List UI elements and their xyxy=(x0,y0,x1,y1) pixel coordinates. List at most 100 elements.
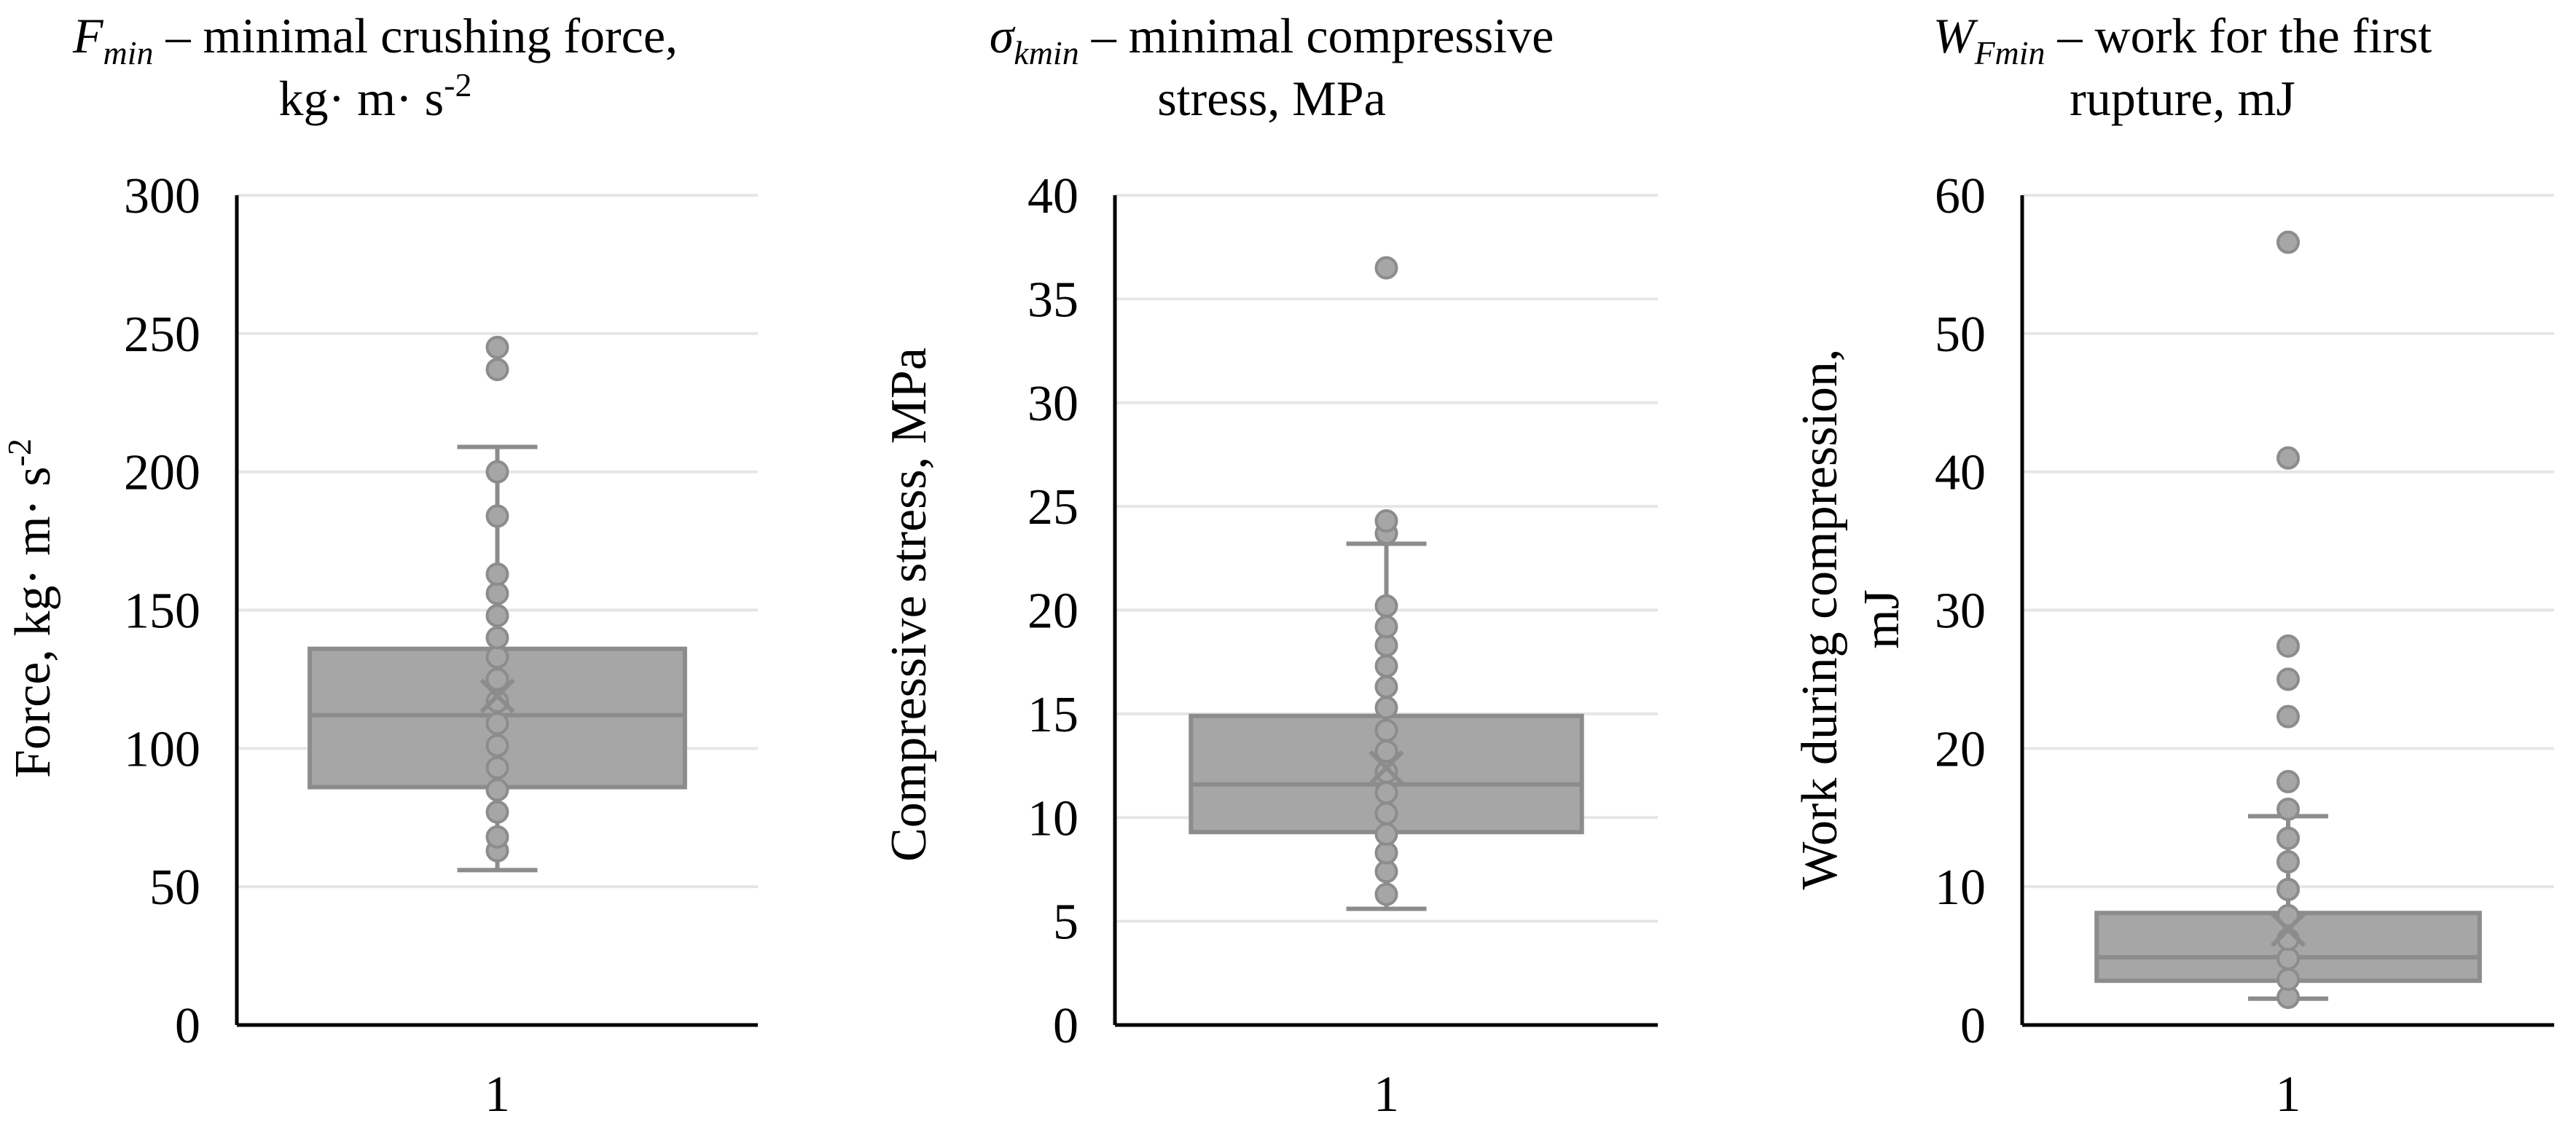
title-line2: stress, MPa xyxy=(1157,71,1386,126)
data-point xyxy=(485,581,509,605)
y-tick-label: 20 xyxy=(1935,721,1986,777)
data-point xyxy=(1374,696,1398,720)
y-axis-label-line2: mJ xyxy=(1854,589,1910,649)
y-tick-label: 5 xyxy=(1053,895,1078,951)
title-symbol: F xyxy=(72,8,104,63)
data-point xyxy=(485,562,509,586)
data-point xyxy=(1374,654,1398,678)
data-point xyxy=(2276,797,2300,821)
y-tick-label: 0 xyxy=(175,998,200,1054)
y-axis-label: Compressive stress, MPa xyxy=(881,347,937,862)
data-point xyxy=(1374,718,1398,742)
data-point xyxy=(485,825,509,849)
title-rest: – work for the first xyxy=(2045,8,2432,63)
data-point xyxy=(1374,781,1398,805)
panel-force: Fmin – minimal crushing force, kg· m· s-… xyxy=(1,8,758,1123)
y-tick-label: 10 xyxy=(1027,790,1078,847)
data-point xyxy=(1374,256,1398,280)
data-point xyxy=(1374,594,1398,618)
y-axis-label-superscript: -2 xyxy=(1,439,38,466)
title-line1: σkmin – minimal compressive xyxy=(990,8,1554,71)
y-tick-label: 200 xyxy=(124,445,200,501)
data-point xyxy=(485,689,509,713)
y-tick-label: 300 xyxy=(124,168,200,224)
data-point xyxy=(485,626,509,650)
title-line2: kg· m· s-2 xyxy=(279,66,472,126)
data-point xyxy=(2276,826,2300,850)
data-point xyxy=(2276,769,2300,793)
x-category-label: 1 xyxy=(2276,1067,2301,1123)
data-point xyxy=(485,800,509,824)
data-point xyxy=(485,604,509,628)
y-tick-label: 10 xyxy=(1935,860,1986,916)
title-line2-text: rupture, mJ xyxy=(2070,71,2295,126)
y-tick-label: 250 xyxy=(124,307,200,363)
data-point xyxy=(2276,230,2300,254)
data-point xyxy=(1374,509,1398,533)
data-point xyxy=(2276,967,2300,991)
data-point xyxy=(485,460,509,484)
panel-work: WFmin – work for the first rupture, mJ W… xyxy=(1792,8,2554,1123)
y-axis-label-text: Force, kg· m· s xyxy=(5,466,61,778)
data-point xyxy=(1374,801,1398,825)
title-subscript: Fmin xyxy=(1973,34,2045,71)
y-tick-label: 100 xyxy=(124,721,200,777)
data-point xyxy=(1374,675,1398,699)
title-rest: – minimal crushing force, xyxy=(154,8,678,63)
title-symbol: W xyxy=(1933,8,1978,63)
y-tick-labels: 0 10 20 30 40 50 60 xyxy=(1935,168,1986,1054)
box-marks xyxy=(308,335,687,873)
data-point xyxy=(2276,667,2300,691)
data-point xyxy=(485,504,509,528)
title-line2: rupture, mJ xyxy=(2070,71,2295,126)
x-category-label: 1 xyxy=(1374,1067,1399,1123)
data-point xyxy=(2276,904,2300,928)
data-point xyxy=(485,358,509,382)
y-tick-label: 150 xyxy=(124,584,200,640)
y-tick-label: 0 xyxy=(1960,998,1986,1054)
data-point xyxy=(2276,849,2300,873)
x-category-label: 1 xyxy=(485,1067,510,1123)
data-point xyxy=(485,712,509,736)
title-line2-text: kg· m· s xyxy=(279,71,445,126)
y-axis-label-text: Work during compression, xyxy=(1792,349,1848,890)
y-tick-label: 35 xyxy=(1027,272,1078,328)
data-point xyxy=(485,755,509,779)
y-tick-label: 50 xyxy=(149,860,200,916)
panel-stress: σkmin – minimal compressive stress, MPa … xyxy=(881,8,1658,1123)
y-tick-label: 15 xyxy=(1027,687,1078,743)
y-tick-label: 0 xyxy=(1053,998,1078,1054)
data-point xyxy=(2276,877,2300,901)
y-tick-label: 25 xyxy=(1027,479,1078,535)
data-point xyxy=(1374,822,1398,847)
data-point xyxy=(2276,634,2300,658)
y-tick-label: 30 xyxy=(1027,376,1078,432)
y-tick-labels: 0 50 100 150 200 250 300 xyxy=(124,168,200,1054)
y-tick-labels: 0 5 10 15 20 25 30 35 40 xyxy=(1027,168,1078,1054)
data-point xyxy=(2276,446,2300,470)
mean-marker xyxy=(2270,911,2306,948)
data-point xyxy=(485,778,509,802)
title-subscript: kmin xyxy=(1014,34,1078,71)
data-point xyxy=(2276,946,2300,970)
title-line2-text: stress, MPa xyxy=(1157,71,1386,126)
title-rest: – minimal compressive xyxy=(1079,8,1554,63)
y-tick-label: 40 xyxy=(1935,445,1986,501)
mean-marker xyxy=(1369,750,1404,786)
data-point xyxy=(485,645,509,669)
y-axis-label: Force, kg· m· s-2 xyxy=(1,439,61,778)
box-marks xyxy=(2094,230,2482,1010)
data-point xyxy=(485,335,509,359)
y-tick-label: 30 xyxy=(1935,584,1986,640)
data-point xyxy=(485,734,509,758)
title-line1: WFmin – work for the first xyxy=(1933,8,2432,71)
data-point xyxy=(1374,882,1398,906)
data-point xyxy=(1374,615,1398,639)
title-subscript: min xyxy=(103,34,154,71)
box-marks xyxy=(1189,256,1584,911)
y-tick-label: 50 xyxy=(1935,307,1986,363)
y-tick-label: 20 xyxy=(1027,584,1078,640)
data-point xyxy=(485,667,509,691)
title-symbol: σ xyxy=(990,8,1016,63)
